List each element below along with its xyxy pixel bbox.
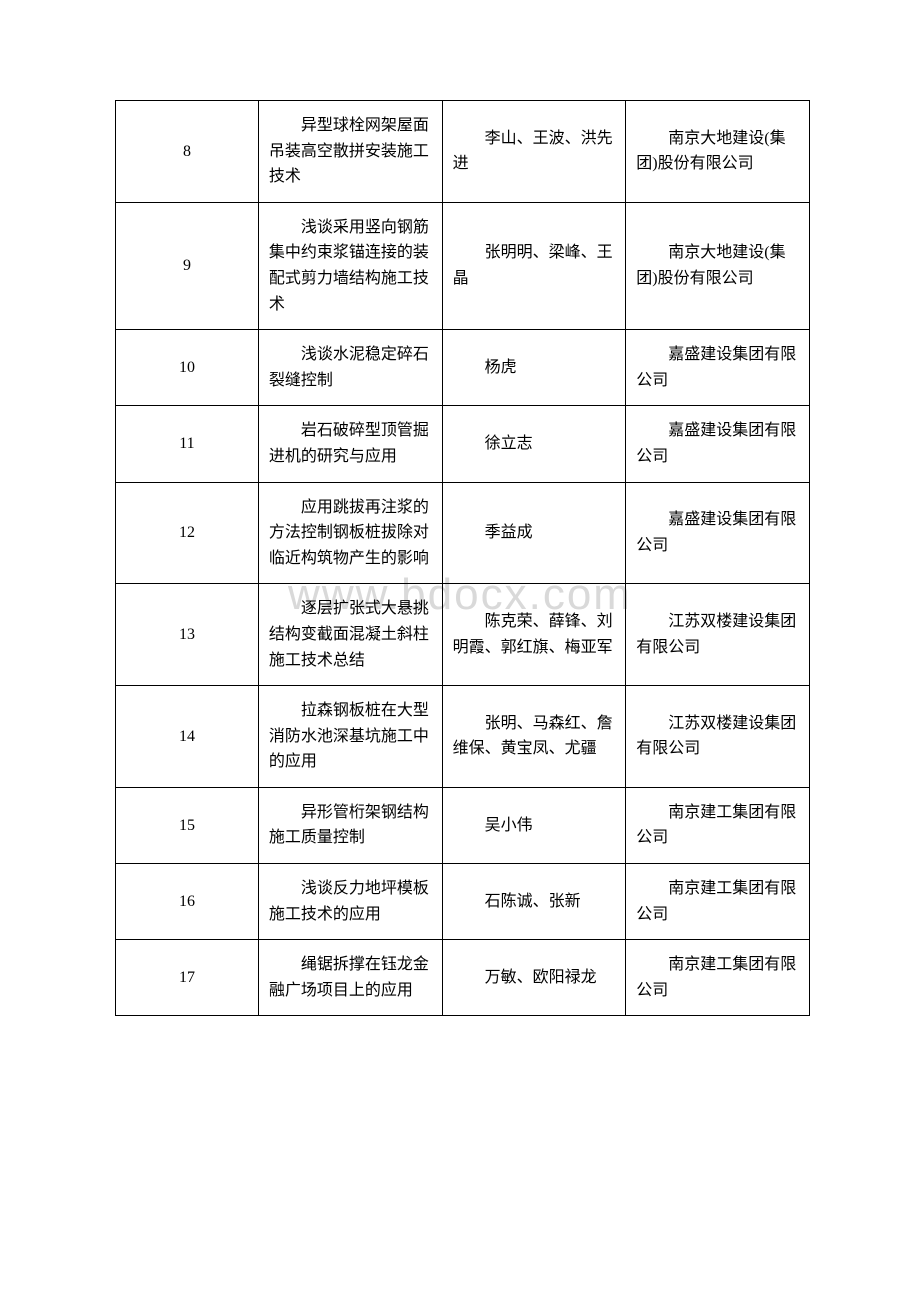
cell-num: 17 xyxy=(116,940,259,1016)
cell-org: 南京大地建设(集团)股份有限公司 xyxy=(626,202,810,329)
cell-title: 浅谈水泥稳定碎石裂缝控制 xyxy=(258,330,442,406)
table-row: 13 逐层扩张式大悬挑结构变截面混凝土斜柱施工技术总结 陈克荣、薛锋、刘明霞、郭… xyxy=(116,584,810,686)
table-row: 16 浅谈反力地坪模板施工技术的应用 石陈诚、张新 南京建工集团有限公司 xyxy=(116,864,810,940)
cell-title: 浅谈反力地坪模板施工技术的应用 xyxy=(258,864,442,940)
cell-title: 岩石破碎型顶管掘进机的研究与应用 xyxy=(258,406,442,482)
cell-author: 石陈诚、张新 xyxy=(442,864,626,940)
table-row: 14 拉森钢板桩在大型消防水池深基坑施工中的应用 张明、马森红、詹维保、黄宝凤、… xyxy=(116,686,810,788)
cell-author: 季益成 xyxy=(442,482,626,584)
cell-org: 南京建工集团有限公司 xyxy=(626,864,810,940)
table-container: 8 异型球栓网架屋面吊装高空散拼安装施工技术 李山、王波、洪先进 南京大地建设(… xyxy=(115,100,810,1016)
table-row: 17 绳锯拆撑在钰龙金融广场项目上的应用 万敏、欧阳禄龙 南京建工集团有限公司 xyxy=(116,940,810,1016)
table-body: 8 异型球栓网架屋面吊装高空散拼安装施工技术 李山、王波、洪先进 南京大地建设(… xyxy=(116,101,810,1016)
cell-author: 万敏、欧阳禄龙 xyxy=(442,940,626,1016)
cell-author: 张明、马森红、詹维保、黄宝凤、尤疆 xyxy=(442,686,626,788)
cell-title: 异型球栓网架屋面吊装高空散拼安装施工技术 xyxy=(258,101,442,203)
cell-org: 南京建工集团有限公司 xyxy=(626,787,810,863)
cell-num: 14 xyxy=(116,686,259,788)
table-row: 12 应用跳拔再注浆的方法控制钢板桩拔除对临近构筑物产生的影响 季益成 嘉盛建设… xyxy=(116,482,810,584)
table-row: 8 异型球栓网架屋面吊装高空散拼安装施工技术 李山、王波、洪先进 南京大地建设(… xyxy=(116,101,810,203)
cell-org: 嘉盛建设集团有限公司 xyxy=(626,330,810,406)
cell-org: 江苏双楼建设集团有限公司 xyxy=(626,686,810,788)
cell-author: 杨虎 xyxy=(442,330,626,406)
cell-title: 绳锯拆撑在钰龙金融广场项目上的应用 xyxy=(258,940,442,1016)
data-table: 8 异型球栓网架屋面吊装高空散拼安装施工技术 李山、王波、洪先进 南京大地建设(… xyxy=(115,100,810,1016)
table-row: 9 浅谈采用竖向钢筋集中约束浆锚连接的装配式剪力墙结构施工技术 张明明、梁峰、王… xyxy=(116,202,810,329)
cell-num: 9 xyxy=(116,202,259,329)
table-row: 15 异形管桁架钢结构施工质量控制 吴小伟 南京建工集团有限公司 xyxy=(116,787,810,863)
cell-num: 10 xyxy=(116,330,259,406)
cell-num: 15 xyxy=(116,787,259,863)
cell-num: 8 xyxy=(116,101,259,203)
cell-org: 南京大地建设(集团)股份有限公司 xyxy=(626,101,810,203)
cell-org: 嘉盛建设集团有限公司 xyxy=(626,406,810,482)
cell-title: 拉森钢板桩在大型消防水池深基坑施工中的应用 xyxy=(258,686,442,788)
cell-author: 李山、王波、洪先进 xyxy=(442,101,626,203)
cell-author: 徐立志 xyxy=(442,406,626,482)
cell-num: 12 xyxy=(116,482,259,584)
cell-author: 张明明、梁峰、王晶 xyxy=(442,202,626,329)
cell-title: 浅谈采用竖向钢筋集中约束浆锚连接的装配式剪力墙结构施工技术 xyxy=(258,202,442,329)
cell-org: 嘉盛建设集团有限公司 xyxy=(626,482,810,584)
cell-title: 应用跳拔再注浆的方法控制钢板桩拔除对临近构筑物产生的影响 xyxy=(258,482,442,584)
table-row: 11 岩石破碎型顶管掘进机的研究与应用 徐立志 嘉盛建设集团有限公司 xyxy=(116,406,810,482)
table-row: 10 浅谈水泥稳定碎石裂缝控制 杨虎 嘉盛建设集团有限公司 xyxy=(116,330,810,406)
cell-title: 逐层扩张式大悬挑结构变截面混凝土斜柱施工技术总结 xyxy=(258,584,442,686)
cell-num: 16 xyxy=(116,864,259,940)
cell-author: 陈克荣、薛锋、刘明霞、郭红旗、梅亚军 xyxy=(442,584,626,686)
cell-author: 吴小伟 xyxy=(442,787,626,863)
cell-title: 异形管桁架钢结构施工质量控制 xyxy=(258,787,442,863)
cell-num: 13 xyxy=(116,584,259,686)
cell-num: 11 xyxy=(116,406,259,482)
cell-org: 南京建工集团有限公司 xyxy=(626,940,810,1016)
cell-org: 江苏双楼建设集团有限公司 xyxy=(626,584,810,686)
